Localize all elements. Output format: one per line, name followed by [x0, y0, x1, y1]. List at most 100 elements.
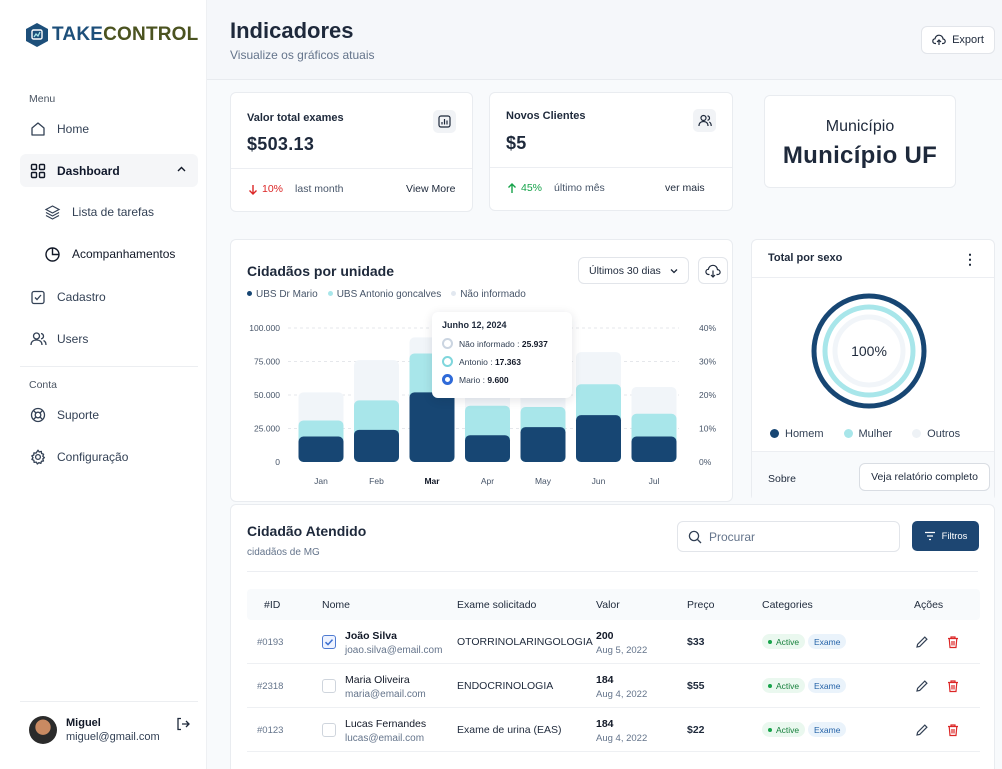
chevron-up-icon[interactable]	[176, 164, 187, 175]
bar-jun-series-0[interactable]	[576, 415, 621, 462]
trend-value: 10%	[262, 183, 284, 195]
stat-value: $503.13	[247, 134, 315, 154]
filter-lines-icon	[924, 531, 935, 541]
delete-trash-icon[interactable]	[946, 679, 960, 693]
row-person: Lucas Fernandes lucas@email.com	[345, 718, 426, 744]
bar-chart-icon	[433, 110, 456, 133]
category-badge: Exame	[808, 678, 847, 693]
y-tick-label: 100.000	[249, 323, 280, 333]
delete-trash-icon[interactable]	[946, 723, 960, 737]
y2-tick-label: 30%	[699, 357, 716, 367]
legend-item-0[interactable]: UBS Dr Mario	[247, 289, 318, 300]
brand-logo[interactable]: TAKECONTROL	[25, 22, 198, 48]
legend-item-2[interactable]: Não informado	[451, 289, 526, 300]
search-icon	[688, 530, 702, 543]
page-header: Indicadores Visualize os gráficos atuais…	[207, 0, 1002, 80]
legend-item-outros[interactable]: Outros	[912, 428, 960, 440]
export-button[interactable]: Export	[921, 26, 995, 54]
search-box[interactable]	[677, 521, 900, 552]
x-tick-label: Jan	[314, 476, 328, 486]
y-tick-label: 25.000	[254, 424, 280, 434]
legend-item-mulher[interactable]: Mulher	[843, 428, 892, 440]
view-more-link[interactable]: ver mais	[665, 182, 705, 194]
grid-icon	[29, 162, 47, 180]
delete-trash-icon[interactable]	[946, 635, 960, 649]
row-checkbox[interactable]	[322, 723, 336, 737]
chevron-down-icon	[670, 268, 678, 273]
table-row[interactable]: #0193 João Silva joao.silva@email.com OT…	[247, 620, 980, 664]
trend-label: último mês	[554, 182, 605, 194]
sex-card-title: Total por sexo	[768, 252, 843, 264]
sidebar-item-home[interactable]: Home	[20, 112, 198, 145]
home-icon	[29, 120, 47, 138]
bar-may-series-0[interactable]	[520, 427, 566, 462]
legend-item-1[interactable]: UBS Antonio goncalves	[327, 289, 441, 300]
value-date: Aug 4, 2022	[596, 733, 648, 744]
full-report-button[interactable]: Veja relatório completo	[859, 463, 990, 491]
x-tick-label: Jul	[649, 476, 660, 486]
y-tick-label: 75.000	[254, 357, 280, 367]
citizens-table-card: Cidadão Atendido cidadãos de MG Filtros …	[230, 504, 995, 769]
search-input[interactable]	[709, 529, 879, 544]
filters-button[interactable]: Filtros	[912, 521, 979, 551]
user-profile[interactable]: Miguel miguel@gmail.com	[29, 716, 160, 744]
logout-icon[interactable]	[176, 717, 190, 731]
sidebar-item-tasks[interactable]: Lista de tarefas	[44, 198, 154, 226]
status-badge: Active	[762, 678, 806, 693]
sidebar-item-dashboard[interactable]: Dashboard	[20, 154, 198, 187]
column-header-price[interactable]: Preço	[687, 599, 715, 611]
tooltip-row: Antonio : 17.363	[442, 356, 521, 367]
edit-pencil-icon[interactable]	[915, 635, 929, 649]
row-id: #2318	[257, 681, 284, 692]
more-options-icon[interactable]: ⋮	[963, 251, 977, 267]
row-checkbox[interactable]	[322, 679, 336, 693]
menu-section-label: Menu	[29, 93, 56, 105]
edit-pencil-icon[interactable]	[915, 723, 929, 737]
municipio-title: Município	[825, 118, 895, 135]
bar-feb-series-0[interactable]	[354, 429, 399, 462]
y-tick-label: 0	[275, 457, 280, 467]
x-tick-label: May	[535, 476, 552, 486]
bar-apr-series-0[interactable]	[465, 435, 510, 462]
account-section-label: Conta	[29, 379, 58, 391]
row-value: 200 Aug 5, 2022	[596, 630, 647, 656]
page-title: Indicadores	[230, 18, 354, 43]
bar-jan-series-0[interactable]	[298, 436, 344, 462]
donut-mulher-ring	[822, 304, 916, 398]
column-header-categories[interactable]: Categories	[762, 599, 813, 611]
person-name: João Silva	[345, 630, 397, 642]
sidebar-item-settings[interactable]: Configuração	[20, 440, 198, 473]
trend-value: 45%	[521, 182, 543, 194]
edit-pencil-icon[interactable]	[915, 679, 929, 693]
bar-mar-series-0[interactable]	[409, 392, 455, 462]
sidebar-item-register[interactable]: Cadastro	[20, 280, 198, 313]
column-header-value[interactable]: Valor	[596, 599, 620, 611]
download-chart-button[interactable]	[698, 257, 728, 284]
column-header-name[interactable]: Nome	[322, 599, 351, 611]
chart-tooltip: Junho 12, 2024 Não informado : 25.937 An…	[432, 312, 572, 398]
page-subtitle: Visualize os gráficos atuais	[230, 48, 375, 62]
legend-item-homem[interactable]: Homem	[770, 428, 824, 440]
stat-value: $5	[506, 133, 527, 153]
y2-tick-label: 0%	[699, 457, 712, 467]
donut-homem-arc	[811, 293, 927, 409]
sidebar-item-label: Lista de tarefas	[72, 205, 155, 219]
x-tick-label: Mar	[424, 476, 440, 486]
value-date: Aug 4, 2022	[596, 689, 648, 700]
status-badge: Active	[762, 722, 806, 737]
row-person: João Silva joao.silva@email.com	[345, 630, 442, 656]
row-checkbox[interactable]	[322, 635, 336, 649]
sidebar-item-tracking[interactable]: Acompanhamentos	[44, 240, 175, 268]
bar-chart: 0 0% 25.000 10% 50.000 20% 75.000 30% 100.000 40%…	[249, 323, 716, 486]
column-header-id[interactable]: #ID	[264, 599, 281, 611]
view-more-link[interactable]: View More	[406, 183, 456, 195]
bar-jul-series-0[interactable]	[631, 436, 677, 462]
person-email: maria@email.com	[345, 689, 426, 700]
sidebar-item-label: Dashboard	[57, 163, 120, 178]
column-header-exam[interactable]: Exame solicitado	[457, 599, 537, 611]
table-row[interactable]: #2318 Maria Oliveira maria@email.com END…	[247, 664, 980, 708]
sidebar-item-support[interactable]: Suporte	[20, 398, 198, 431]
date-range-select[interactable]: Últimos 30 dias	[578, 257, 689, 284]
sidebar-item-users[interactable]: Users	[20, 322, 198, 355]
table-row[interactable]: #0123 Lucas Fernandes lucas@email.com Ex…	[247, 708, 980, 752]
